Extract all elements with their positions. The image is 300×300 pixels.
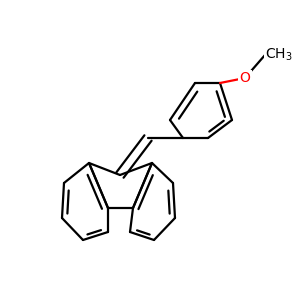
Text: CH$_3$: CH$_3$ bbox=[265, 47, 292, 63]
Text: O: O bbox=[240, 71, 250, 85]
